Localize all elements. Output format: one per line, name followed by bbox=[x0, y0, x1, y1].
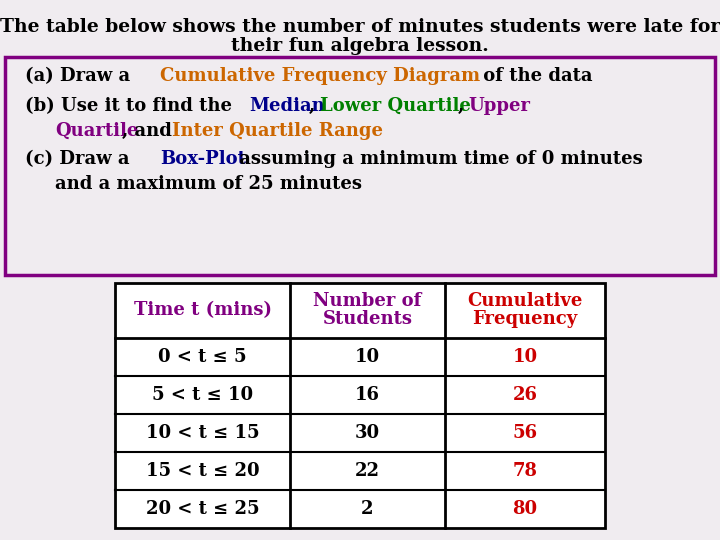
Text: 2: 2 bbox=[361, 500, 374, 518]
Text: Time t (mins): Time t (mins) bbox=[133, 301, 271, 320]
Text: 5 < t ≤ 10: 5 < t ≤ 10 bbox=[152, 386, 253, 404]
Text: ,: , bbox=[309, 97, 315, 115]
Text: Upper: Upper bbox=[468, 97, 530, 115]
Text: ,: , bbox=[458, 97, 464, 115]
Text: 10 < t ≤ 15: 10 < t ≤ 15 bbox=[145, 424, 259, 442]
Text: Students: Students bbox=[323, 310, 413, 328]
Text: Quartile: Quartile bbox=[55, 122, 138, 140]
Text: Lower Quartile: Lower Quartile bbox=[320, 97, 471, 115]
Text: , and: , and bbox=[122, 122, 178, 140]
FancyBboxPatch shape bbox=[5, 57, 715, 275]
Text: assuming a minimum time of 0 minutes: assuming a minimum time of 0 minutes bbox=[233, 150, 643, 168]
Text: Frequency: Frequency bbox=[472, 310, 577, 328]
Text: 78: 78 bbox=[513, 462, 538, 480]
Text: Number of: Number of bbox=[313, 293, 422, 310]
Text: their fun algebra lesson.: their fun algebra lesson. bbox=[231, 37, 489, 55]
Text: (c) Draw a: (c) Draw a bbox=[25, 150, 136, 168]
Text: 15 < t ≤ 20: 15 < t ≤ 20 bbox=[145, 462, 259, 480]
Text: 26: 26 bbox=[513, 386, 538, 404]
Text: Cumulative Frequency Diagram: Cumulative Frequency Diagram bbox=[160, 67, 480, 85]
Text: 80: 80 bbox=[513, 500, 538, 518]
Text: (a) Draw a: (a) Draw a bbox=[25, 67, 136, 85]
Text: of the data: of the data bbox=[477, 67, 593, 85]
Text: 22: 22 bbox=[355, 462, 380, 480]
Text: 20 < t ≤ 25: 20 < t ≤ 25 bbox=[145, 500, 259, 518]
Text: 10: 10 bbox=[513, 348, 538, 366]
Text: (b) Use it to find the: (b) Use it to find the bbox=[25, 97, 238, 115]
Text: Cumulative: Cumulative bbox=[467, 293, 582, 310]
Bar bbox=[115, 283, 605, 528]
Text: 0 < t ≤ 5: 0 < t ≤ 5 bbox=[158, 348, 247, 366]
Text: 30: 30 bbox=[355, 424, 380, 442]
Text: Median: Median bbox=[249, 97, 325, 115]
Text: 56: 56 bbox=[513, 424, 538, 442]
Text: Box-Plot: Box-Plot bbox=[160, 150, 246, 168]
Text: The table below shows the number of minutes students were late for: The table below shows the number of minu… bbox=[0, 18, 720, 36]
Text: 16: 16 bbox=[355, 386, 380, 404]
Text: Inter Quartile Range: Inter Quartile Range bbox=[172, 122, 383, 140]
Text: 10: 10 bbox=[355, 348, 380, 366]
Text: and a maximum of 25 minutes: and a maximum of 25 minutes bbox=[55, 175, 362, 193]
